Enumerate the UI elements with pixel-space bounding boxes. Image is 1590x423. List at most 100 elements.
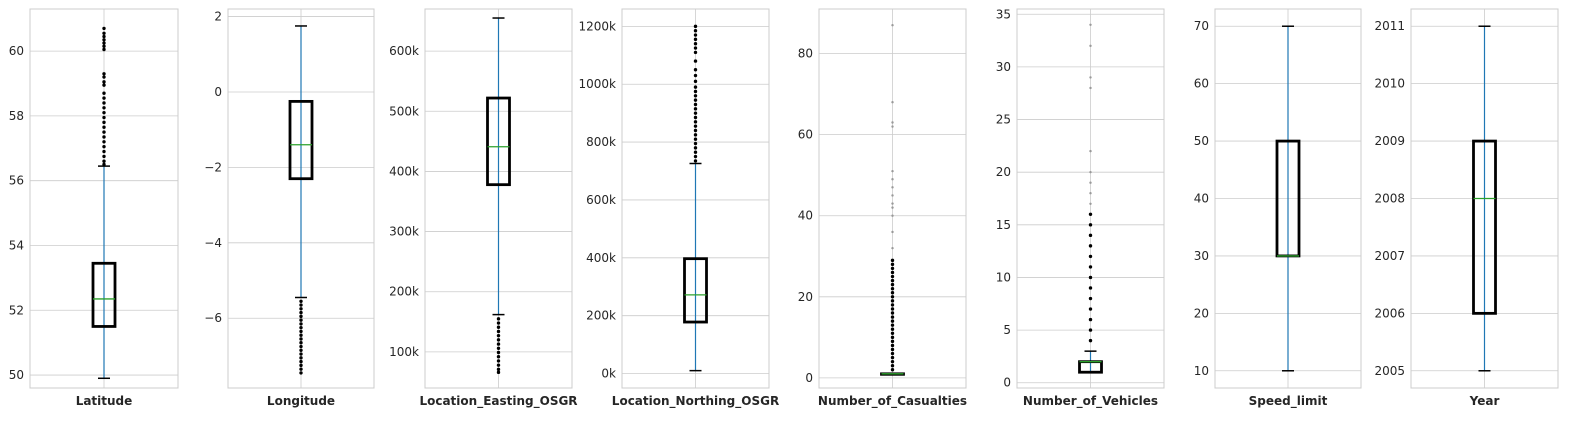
outlier-point	[102, 159, 106, 163]
outlier-point	[693, 111, 698, 115]
y-tick-label: 56	[9, 174, 24, 188]
outlier-point	[1089, 181, 1092, 184]
outlier-point	[890, 295, 895, 299]
outlier-point	[102, 31, 106, 35]
outlier-point	[693, 50, 698, 55]
y-tick-label: 50	[1194, 134, 1209, 148]
outlier-point	[693, 128, 698, 133]
y-tick-label: 2006	[1374, 306, 1405, 320]
outlier-point	[1088, 244, 1093, 248]
outlier-point	[693, 102, 698, 107]
y-tick-label: 40	[1194, 192, 1209, 206]
y-tick-label: 50	[9, 368, 24, 382]
outlier-point	[891, 121, 894, 124]
outlier-point	[102, 26, 106, 31]
outlier-point	[1088, 265, 1093, 269]
outlier-point	[299, 322, 303, 326]
outlier-point	[890, 291, 895, 295]
outlier-point	[299, 348, 303, 352]
outlier-point	[890, 286, 895, 291]
outlier-point	[299, 299, 303, 303]
outlier-point	[890, 355, 895, 360]
outlier-point	[1088, 296, 1093, 301]
outlier-point	[1089, 149, 1092, 153]
y-tick-label: 30	[1194, 249, 1209, 263]
y-tick-label: 1200k	[579, 19, 617, 33]
outlier-point	[299, 352, 303, 356]
outlier-point	[693, 120, 698, 124]
outlier-point	[299, 363, 303, 368]
outlier-point	[496, 367, 501, 372]
x-tick-label: Year	[1469, 394, 1500, 408]
y-tick-label: 0	[1003, 376, 1011, 390]
outlier-point	[299, 314, 303, 319]
y-tick-label: 20	[798, 290, 813, 304]
panel-6: 0 5 10 15 20 25 30 35 Number_of_Vehicles	[996, 7, 1165, 409]
outlier-point	[102, 140, 106, 144]
y-tick-label: 0k	[601, 367, 616, 381]
outlier-point	[102, 80, 106, 84]
outlier-point	[496, 359, 501, 363]
outlier-point	[1089, 86, 1092, 90]
outlier-point	[299, 303, 303, 307]
outlier-point	[890, 278, 895, 283]
outlier-point	[496, 342, 501, 346]
y-tick-label: 0	[805, 371, 813, 385]
outlier-point	[891, 246, 894, 250]
outlier-point	[102, 162, 106, 167]
outlier-point	[102, 83, 106, 87]
outlier-point	[1088, 212, 1093, 216]
outlier-point	[299, 318, 303, 322]
outlier-point	[299, 371, 303, 375]
outlier-point	[693, 124, 698, 128]
outlier-point	[102, 47, 106, 52]
y-tick-label: 2	[214, 10, 222, 24]
outlier-point	[496, 325, 501, 329]
outlier-point	[496, 346, 501, 350]
y-tick-label: 60	[9, 44, 24, 58]
outlier-point	[496, 363, 501, 367]
outlier-point	[890, 343, 895, 348]
outlier-point	[890, 311, 895, 315]
outlier-point	[693, 33, 698, 37]
outlier-point	[102, 75, 106, 79]
outlier-point	[693, 150, 698, 154]
y-tick-label: 25	[996, 113, 1011, 127]
y-tick-label: 2007	[1374, 249, 1405, 263]
panel-1: 50 52 54 56 58 60 Latitude	[9, 8, 179, 408]
outlier-point	[693, 137, 698, 141]
panel-2: −6 −4 −2 0 2 Longitude	[204, 8, 375, 408]
outlier-point	[102, 125, 106, 129]
outlier-point	[891, 214, 894, 217]
outlier-point	[102, 144, 106, 149]
y-tick-label: 10	[1194, 364, 1209, 378]
outlier-point	[693, 141, 698, 146]
outlier-point	[890, 274, 895, 279]
y-tick-label: 800k	[586, 135, 616, 149]
y-tick-label: 300k	[389, 225, 419, 239]
outlier-point	[693, 89, 698, 94]
outlier-point	[1088, 275, 1093, 280]
y-tick-label: 30	[996, 60, 1011, 74]
outlier-point	[102, 115, 106, 120]
y-tick-label: 100k	[389, 345, 419, 359]
outlier-point	[890, 347, 895, 352]
y-tick-label: 1000k	[579, 77, 617, 91]
outlier-point	[496, 317, 501, 321]
outlier-point	[693, 37, 698, 42]
outlier-point	[891, 230, 894, 234]
y-tick-label: 20	[996, 165, 1011, 179]
outlier-point	[1088, 223, 1093, 227]
outlier-point	[299, 325, 303, 330]
outlier-point	[693, 24, 698, 29]
x-tick-label: Number_of_Casualties	[818, 394, 967, 409]
outlier-point	[496, 370, 501, 375]
outlier-point	[102, 38, 106, 42]
outlier-point	[891, 169, 894, 173]
plot-frame	[818, 8, 967, 389]
outlier-point	[890, 351, 895, 356]
plot-frame	[1410, 8, 1559, 389]
outlier-point	[299, 333, 303, 337]
outlier-point	[693, 98, 698, 102]
y-tick-label: 2005	[1374, 364, 1405, 378]
